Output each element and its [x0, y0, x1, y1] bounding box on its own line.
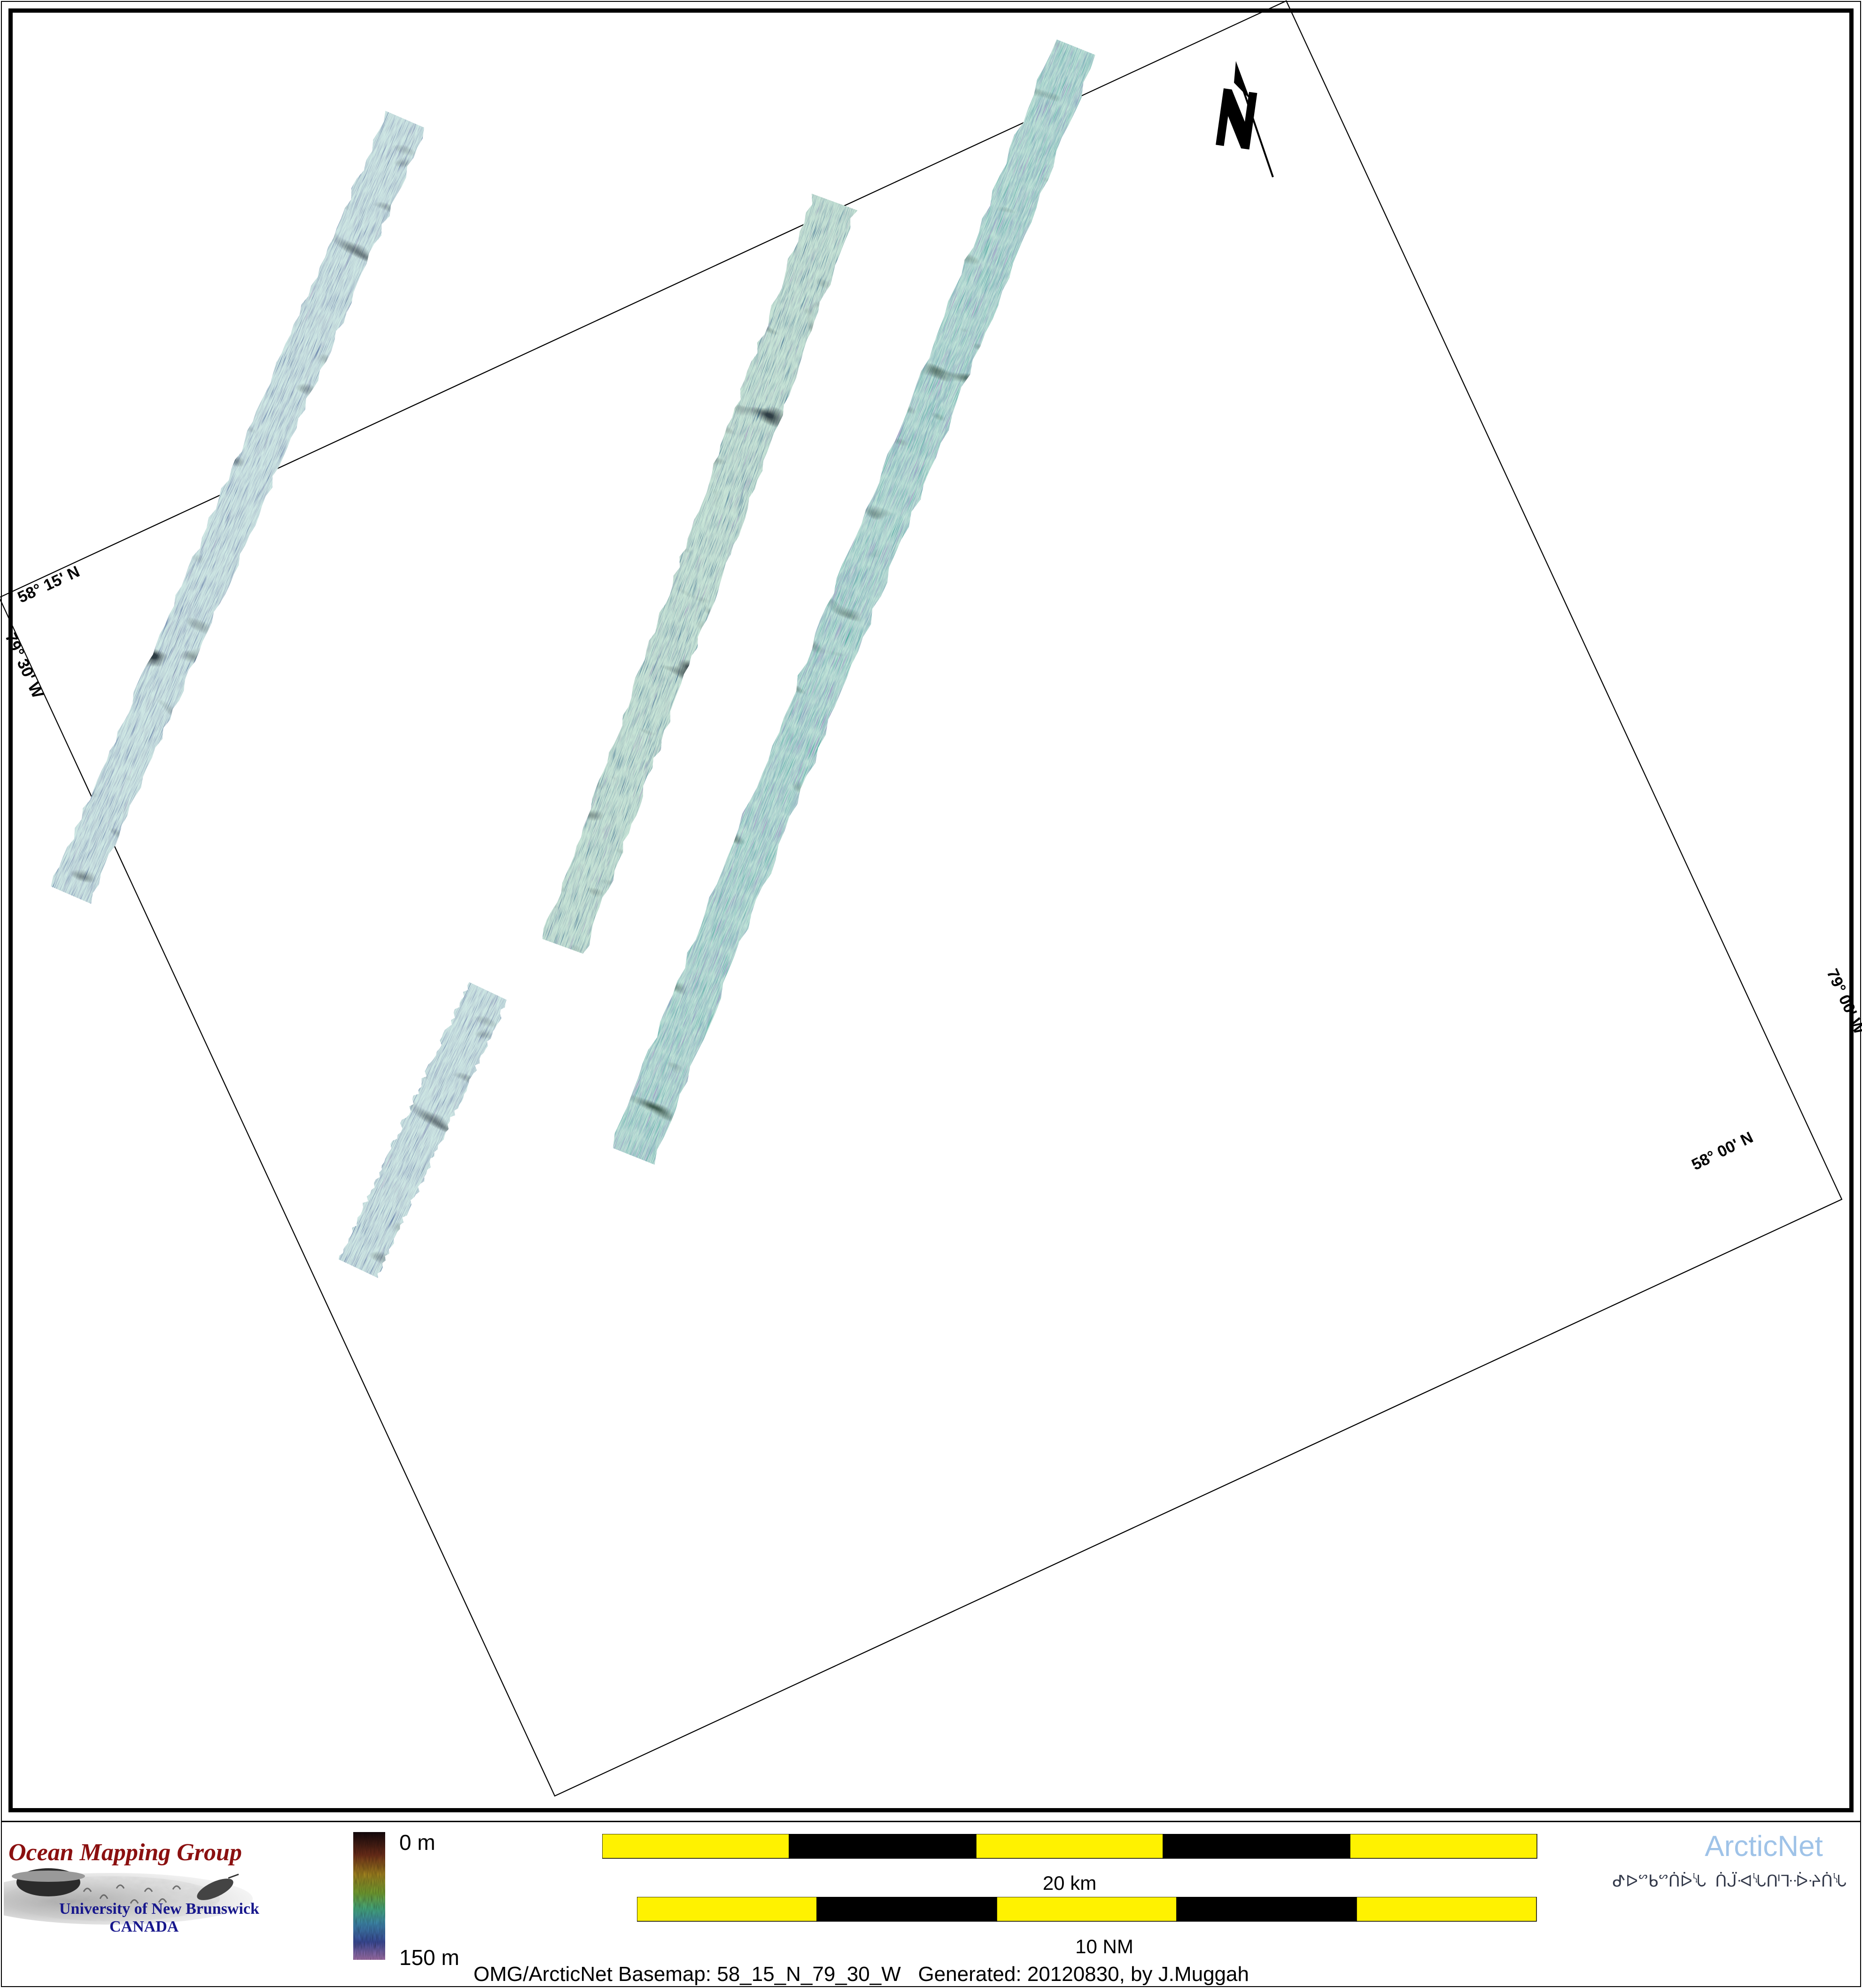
svg-text:Ocean Mapping Group: Ocean Mapping Group	[8, 1839, 242, 1866]
svg-text:University of New Brunswick: University of New Brunswick	[59, 1900, 259, 1918]
svg-text:CANADA: CANADA	[109, 1918, 179, 1935]
